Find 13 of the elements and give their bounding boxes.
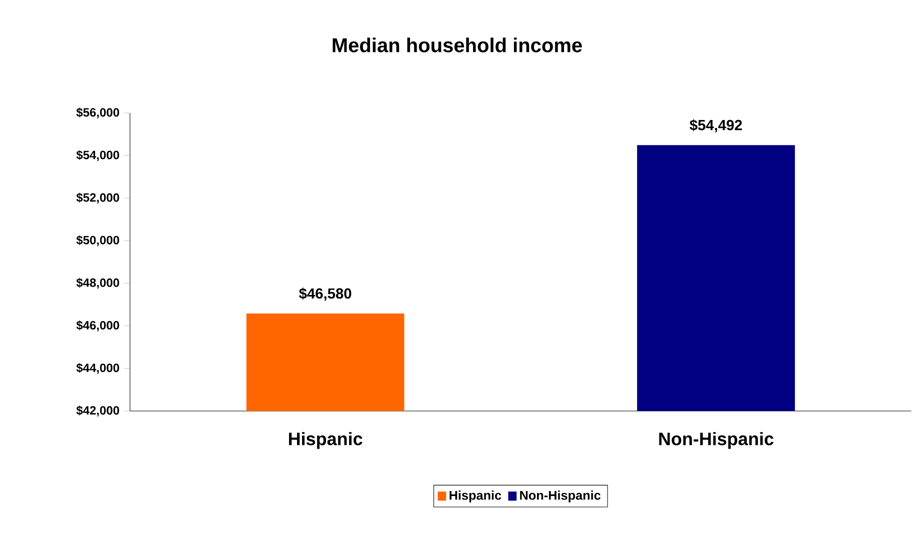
y-tick-label: $52,000 — [76, 192, 120, 204]
y-tick-label: $56,000 — [76, 108, 120, 118]
legend-label: Non-Hispanic — [520, 490, 601, 502]
legend-label: Hispanic — [450, 490, 502, 502]
y-tick-label: $50,000 — [76, 235, 120, 246]
data-label: $54,492 — [690, 119, 742, 132]
y-tick-label: $48,000 — [76, 278, 120, 289]
chart-title: Median household income — [332, 38, 582, 52]
y-tick-label: $42,000 — [76, 406, 120, 416]
data-label: $46,580 — [299, 288, 352, 301]
y-tick-label: $44,000 — [76, 363, 120, 374]
y-tick-label: $54,000 — [76, 150, 120, 161]
y-tick-label: $46,000 — [76, 320, 120, 332]
